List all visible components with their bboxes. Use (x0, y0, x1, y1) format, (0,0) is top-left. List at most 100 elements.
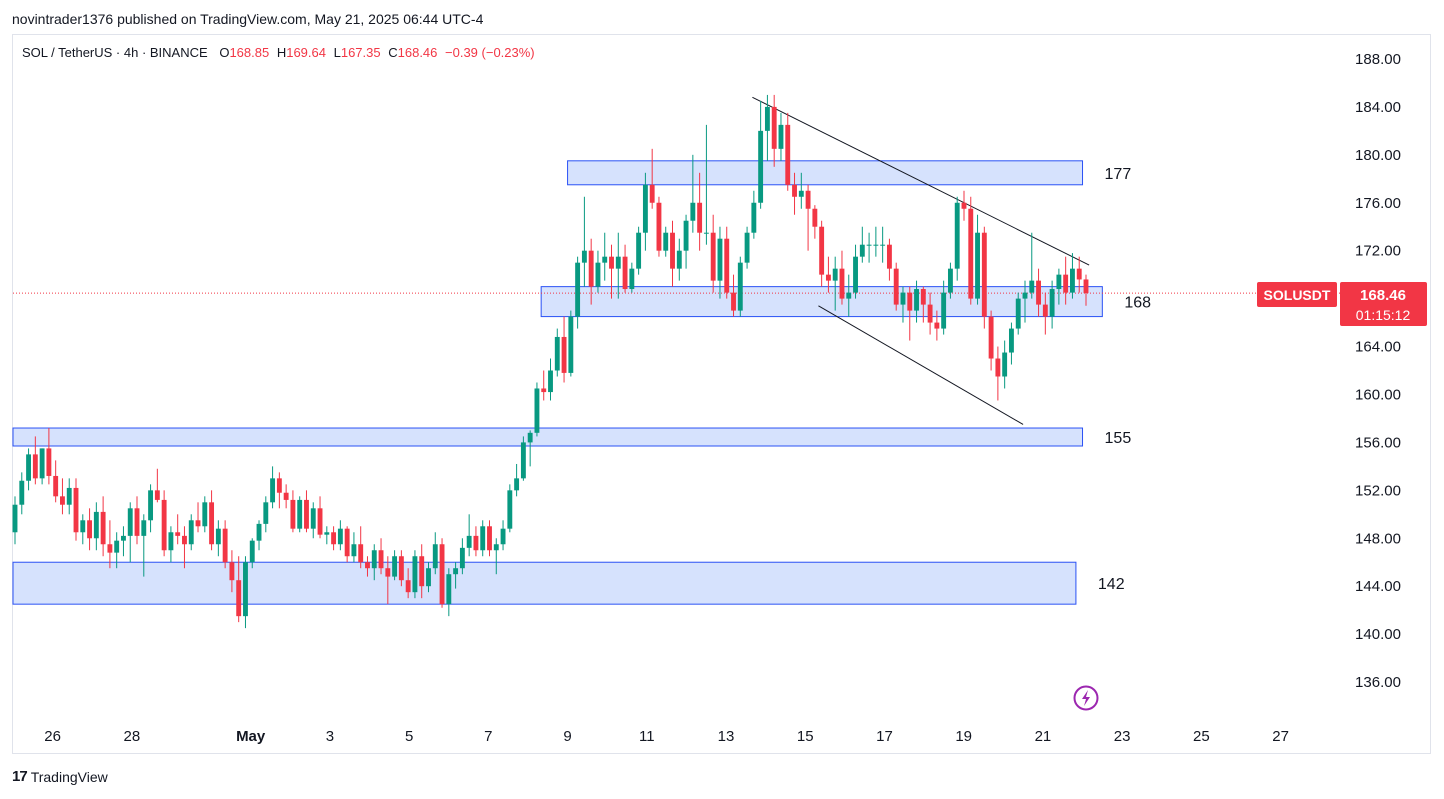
time-tick-label: 26 (44, 728, 61, 745)
tradingview-logo-icon: 17 (12, 768, 28, 785)
candle-body (154, 490, 160, 500)
candle (283, 484, 289, 509)
candle (134, 496, 140, 545)
candle (615, 232, 621, 299)
candle (19, 472, 25, 515)
zone-142[interactable] (12, 561, 1077, 605)
candle (758, 100, 764, 209)
zone-155[interactable] (12, 427, 1084, 447)
candle-body (575, 262, 581, 317)
candle-body (947, 268, 953, 293)
candle-body (365, 562, 370, 569)
candle-body (961, 202, 967, 209)
zones-layer: 177 168 155 142 (12, 160, 1340, 605)
candle (446, 568, 452, 617)
candle-body (561, 336, 567, 373)
lightning-icon[interactable] (1073, 685, 1099, 711)
candle (304, 490, 309, 533)
candle (737, 256, 743, 317)
candle (168, 526, 174, 563)
candle (676, 238, 682, 281)
candle (439, 538, 445, 608)
zone-label-155: 155 (1105, 430, 1132, 447)
candle-body (676, 250, 682, 269)
candle (310, 502, 316, 539)
candle-body (1022, 292, 1028, 299)
candle (100, 496, 106, 557)
trendline-2[interactable] (818, 305, 1024, 425)
candle-body (134, 508, 140, 536)
candle-body (215, 528, 221, 545)
candle-body (188, 520, 194, 545)
candle (432, 532, 438, 575)
candle-body (419, 556, 425, 587)
candle (453, 562, 459, 589)
candle (114, 532, 120, 569)
candle (846, 274, 852, 317)
candle (554, 328, 560, 377)
candle-body (331, 532, 337, 545)
candle (182, 526, 187, 569)
symbol-line[interactable]: SOL / TetherUS · 4h · BINANCE (22, 45, 208, 60)
candle (819, 220, 825, 287)
candle-body (568, 316, 574, 373)
candle (87, 508, 93, 551)
candle (317, 496, 323, 539)
footer-brand[interactable]: TradingView (30, 768, 108, 785)
candle (602, 232, 608, 281)
candle (548, 358, 553, 401)
trendline-1[interactable] (752, 96, 1090, 266)
candle-body (12, 504, 18, 533)
candle-body (439, 544, 445, 605)
last-price-badge: SOLUSDT 168.46 01:15:12 (1257, 282, 1427, 326)
candle-body (914, 289, 919, 311)
candle-body (615, 256, 621, 269)
candle-body (1008, 328, 1014, 353)
candle (493, 538, 499, 575)
low-value: 167.35 (340, 45, 381, 60)
candle-body (785, 124, 791, 185)
candle (622, 244, 628, 293)
candle (927, 292, 933, 335)
candle (324, 526, 330, 545)
candle (629, 262, 635, 293)
candle-body (412, 556, 418, 593)
time-tick-label: 27 (1272, 728, 1289, 745)
time-tick-label: 11 (639, 728, 655, 745)
candle-body (243, 562, 248, 617)
candle-body (398, 556, 404, 581)
candle (697, 172, 703, 251)
candle-body (114, 540, 120, 553)
price-tick-label: 156.00 (1355, 434, 1401, 451)
zone-177[interactable] (567, 160, 1084, 186)
candle-body (798, 190, 804, 197)
candle (859, 226, 865, 263)
candle (751, 190, 757, 239)
candle-body (1002, 352, 1008, 377)
candle (39, 448, 45, 485)
candle (1029, 232, 1035, 299)
candle (514, 463, 520, 497)
candle (480, 520, 486, 557)
candle (1008, 322, 1014, 365)
candle-body (554, 336, 560, 371)
time-tick-label: 25 (1193, 728, 1210, 745)
candle-body (988, 316, 994, 359)
candle-body (209, 502, 215, 545)
price-tick-label: 184.00 (1355, 99, 1401, 116)
close-value: 168.46 (397, 45, 438, 60)
zone-168[interactable] (540, 286, 1103, 318)
candle (215, 520, 221, 557)
candle-body (182, 535, 187, 545)
candle (236, 556, 242, 623)
candle-body (846, 292, 852, 299)
candle-body (500, 528, 506, 545)
candle (1022, 280, 1028, 323)
candle-body (900, 292, 906, 305)
candle-body (263, 502, 269, 524)
candle (703, 124, 709, 245)
candle-body (432, 544, 438, 569)
candle (724, 226, 730, 299)
candle-body (1029, 280, 1035, 293)
